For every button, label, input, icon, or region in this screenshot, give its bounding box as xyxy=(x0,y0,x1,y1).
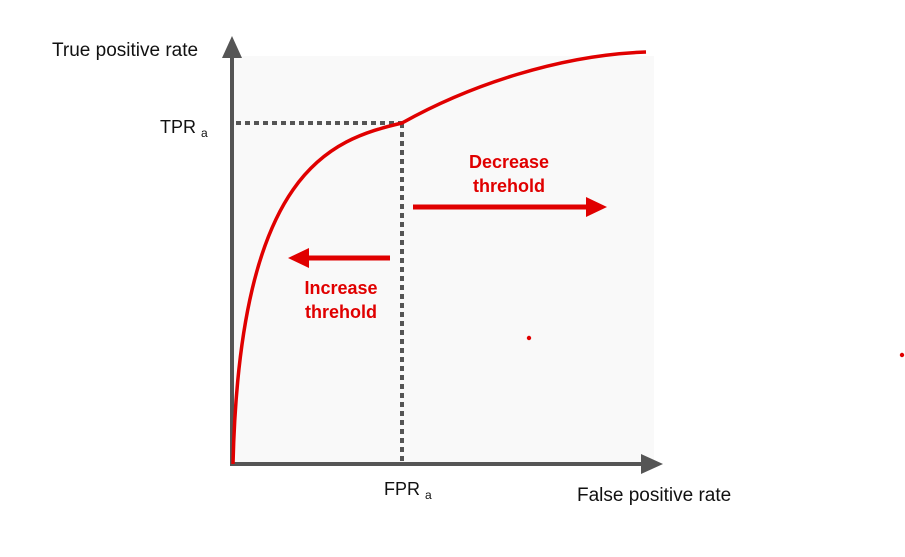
fpr-marker-label: FPR a xyxy=(384,479,432,502)
decrease-threshold-line2: threhold xyxy=(473,176,545,196)
x-axis-label: False positive rate xyxy=(577,485,731,506)
increase-threshold-line1: Increase xyxy=(304,278,377,298)
tpr-marker-sub: a xyxy=(201,126,208,140)
increase-threshold-line2: threhold xyxy=(305,302,377,322)
tpr-marker-main: TPR xyxy=(160,117,196,137)
tpr-marker-label: TPR a xyxy=(160,117,208,140)
increase-threshold-arrowhead xyxy=(288,248,309,268)
roc-curve xyxy=(231,50,647,465)
y-axis-arrowhead xyxy=(222,36,242,58)
x-axis-arrowhead xyxy=(641,454,663,474)
red-dot xyxy=(899,352,905,358)
red-dot xyxy=(526,335,532,341)
fpr-marker-main: FPR xyxy=(384,479,420,499)
decrease-threshold-arrowhead xyxy=(586,197,607,217)
fpr-marker-sub: a xyxy=(425,488,432,502)
y-axis-label: True positive rate xyxy=(52,40,198,61)
decrease-threshold-line1: Decrease xyxy=(469,152,549,172)
